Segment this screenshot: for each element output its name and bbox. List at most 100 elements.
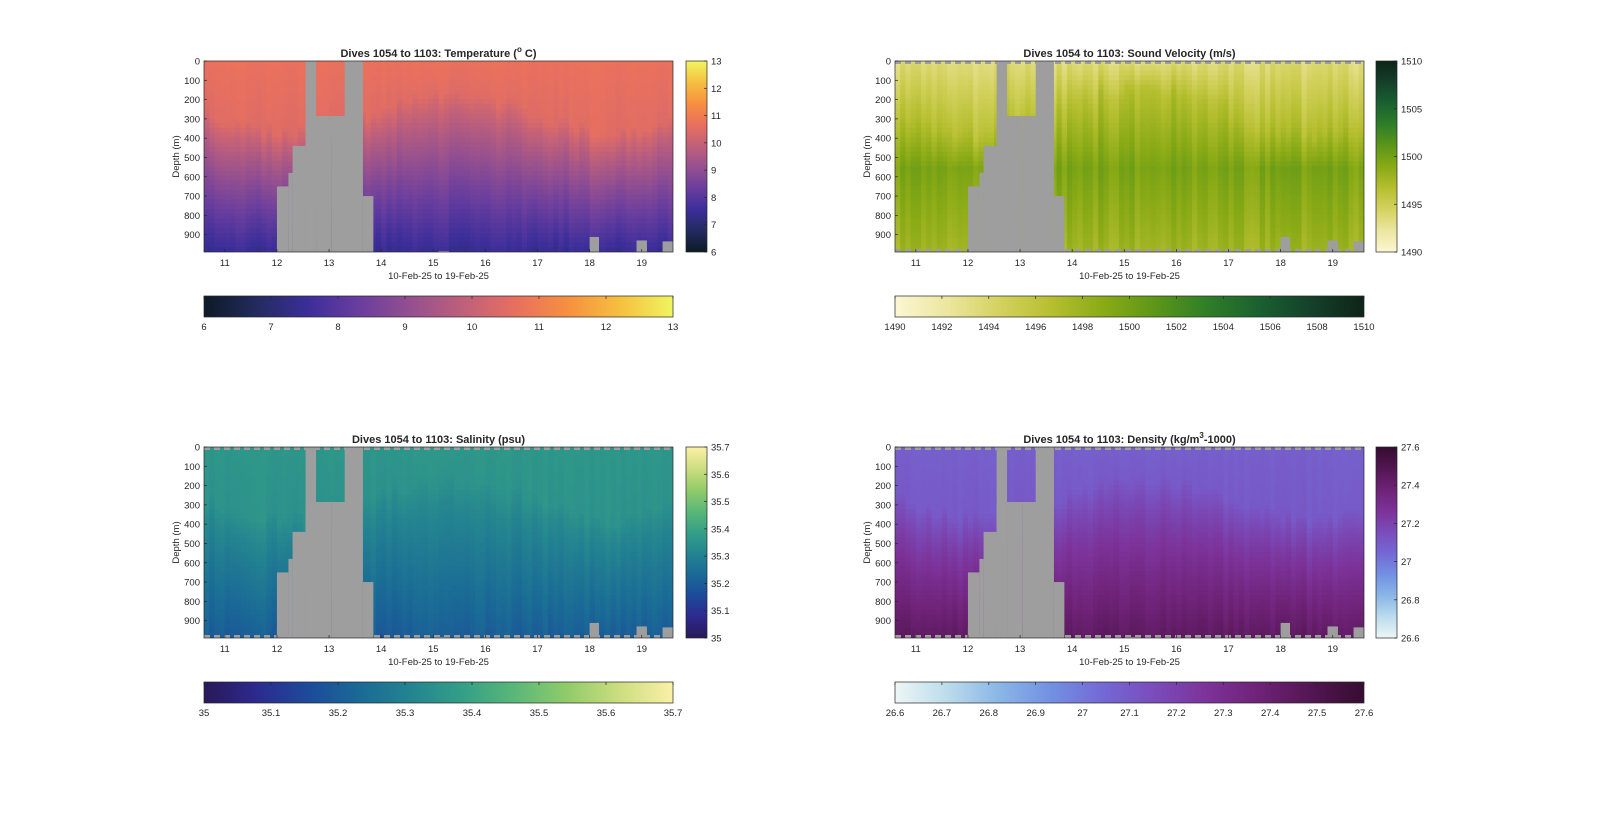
horizontal-colorbar-tick-label: 27.4 — [1261, 708, 1280, 719]
colorbar-tick-label: 11 — [711, 111, 721, 122]
nodata-block — [1280, 622, 1291, 638]
horizontal-colorbar-tick-label: 35.1 — [262, 708, 281, 719]
y-tick-label: 500 — [184, 153, 200, 164]
x-tick-label: 11 — [911, 644, 921, 655]
y-tick-label: 0 — [195, 443, 200, 454]
density-ylabel: Depth (m) — [862, 521, 873, 563]
temperature-field — [204, 61, 673, 252]
colorbar-tick-label: 35.4 — [711, 524, 730, 535]
colorbar-tick-label: 1495 — [1401, 200, 1422, 211]
y-tick-label: 400 — [875, 520, 891, 531]
horizontal-colorbar-tick-label: 27.2 — [1167, 708, 1186, 719]
x-tick-label: 19 — [636, 258, 647, 269]
x-tick-label: 13 — [324, 258, 335, 269]
nodata-block — [288, 558, 293, 638]
colorbar-tick-label: 27 — [1401, 557, 1412, 568]
nodata-block — [636, 626, 647, 638]
x-tick-label: 16 — [1171, 258, 1182, 269]
nodata-block — [292, 145, 306, 252]
y-tick-label: 100 — [875, 76, 891, 87]
nodata-block — [1053, 582, 1065, 638]
colorbar-tick-label: 6 — [711, 248, 716, 259]
y-tick-label: 800 — [875, 597, 891, 608]
horizontal-colorbar-tick-label: 1508 — [1307, 322, 1328, 333]
y-tick-label: 900 — [875, 230, 891, 241]
sound-velocity-field — [895, 61, 1364, 252]
horizontal-colorbar-tick-label: 1510 — [1353, 322, 1374, 333]
x-tick-label: 17 — [1223, 644, 1234, 655]
y-tick-label: 200 — [875, 481, 891, 492]
x-tick-label: 15 — [1119, 644, 1130, 655]
colorbar-tick-label: 26.6 — [1401, 634, 1420, 645]
density-xlabel: 10-Feb-25 to 19-Feb-25 — [1079, 657, 1180, 668]
y-tick-label: 800 — [875, 211, 891, 222]
nodata-block — [967, 628, 978, 638]
colorbar-tick-label: 35.6 — [711, 470, 730, 481]
horizontal-colorbar-tick-label: 27 — [1077, 708, 1088, 719]
nodata-block — [983, 145, 997, 252]
y-tick-label: 100 — [184, 462, 200, 473]
sound-velocity-panel: Dives 1054 to 1103: Sound Velocity (m/s)… — [862, 48, 1422, 333]
temperature-axes — [203, 60, 674, 253]
temperature-ylabel: Depth (m) — [171, 135, 182, 177]
colorbar-tick-label: 9 — [711, 166, 716, 177]
temperature-horizontal-colorbar — [203, 295, 674, 318]
x-tick-label: 13 — [1015, 258, 1026, 269]
nodata-block — [967, 572, 980, 638]
colorbar-tick-label: 7 — [711, 220, 716, 231]
x-tick-label: 13 — [1015, 644, 1026, 655]
colorbar-tick-label: 27.4 — [1401, 481, 1420, 492]
nodata-block — [1280, 236, 1291, 252]
horizontal-colorbar-tick-label: 1500 — [1119, 322, 1140, 333]
salinity-panel: Dives 1054 to 1103: Salinity (psu) 0 100 20… — [171, 434, 730, 719]
nodata-block — [662, 241, 673, 252]
horizontal-colorbar-tick-label: 26.9 — [1026, 708, 1045, 719]
nodata-block — [305, 61, 317, 252]
nodata-block — [344, 61, 363, 252]
nodata-block — [636, 240, 647, 252]
nodata-block — [1129, 251, 1140, 252]
colorbar-tick-label: 10 — [711, 138, 722, 149]
nodata-block — [1035, 61, 1054, 252]
y-tick-label: 0 — [886, 57, 891, 68]
horizontal-colorbar-tick-label: 26.7 — [933, 708, 952, 719]
x-tick-label: 12 — [272, 258, 283, 269]
horizontal-colorbar-tick-label: 11 — [534, 322, 544, 333]
x-tick-label: 13 — [324, 644, 335, 655]
horizontal-colorbar-tick-label: 26.8 — [980, 708, 999, 719]
y-tick-label: 500 — [184, 539, 200, 550]
y-tick-label: 0 — [886, 443, 891, 454]
nodata-block — [979, 172, 984, 252]
colorbar-tick-label: 26.8 — [1401, 595, 1420, 606]
nodata-block — [362, 196, 374, 252]
sound-velocity-colorbar — [1375, 60, 1398, 253]
nodata-block — [979, 558, 984, 638]
salinity-colorbar — [685, 446, 708, 639]
x-tick-label: 14 — [376, 644, 387, 655]
colorbar-tick-label: 35.5 — [711, 497, 730, 508]
y-tick-label: 500 — [875, 539, 891, 550]
horizontal-colorbar-tick-label: 35 — [199, 708, 210, 719]
horizontal-colorbar-tick-label: 13 — [668, 322, 679, 333]
x-tick-label: 15 — [428, 258, 439, 269]
horizontal-colorbar-tick-label: 1498 — [1072, 322, 1093, 333]
horizontal-colorbar-tick-label: 8 — [335, 322, 340, 333]
colorbar-tick-label: 1505 — [1401, 104, 1422, 115]
horizontal-colorbar-tick-label: 6 — [201, 322, 206, 333]
x-tick-label: 18 — [1275, 258, 1286, 269]
x-tick-label: 12 — [963, 644, 974, 655]
nodata-block — [344, 447, 363, 638]
y-tick-label: 300 — [184, 500, 200, 511]
horizontal-colorbar-tick-label: 35.6 — [597, 708, 616, 719]
x-tick-label: 19 — [636, 644, 647, 655]
colorbar-tick-label: 27.6 — [1401, 443, 1420, 454]
x-tick-label: 11 — [911, 258, 921, 269]
colorbar-tick-label: 1510 — [1401, 57, 1422, 68]
x-tick-label: 11 — [220, 644, 230, 655]
colorbar-tick-label: 35 — [711, 634, 722, 645]
salinity-axes — [203, 446, 674, 639]
temperature-xlabel: 10-Feb-25 to 19-Feb-25 — [388, 271, 489, 282]
x-tick-label: 18 — [1275, 644, 1286, 655]
y-tick-label: 300 — [875, 500, 891, 511]
